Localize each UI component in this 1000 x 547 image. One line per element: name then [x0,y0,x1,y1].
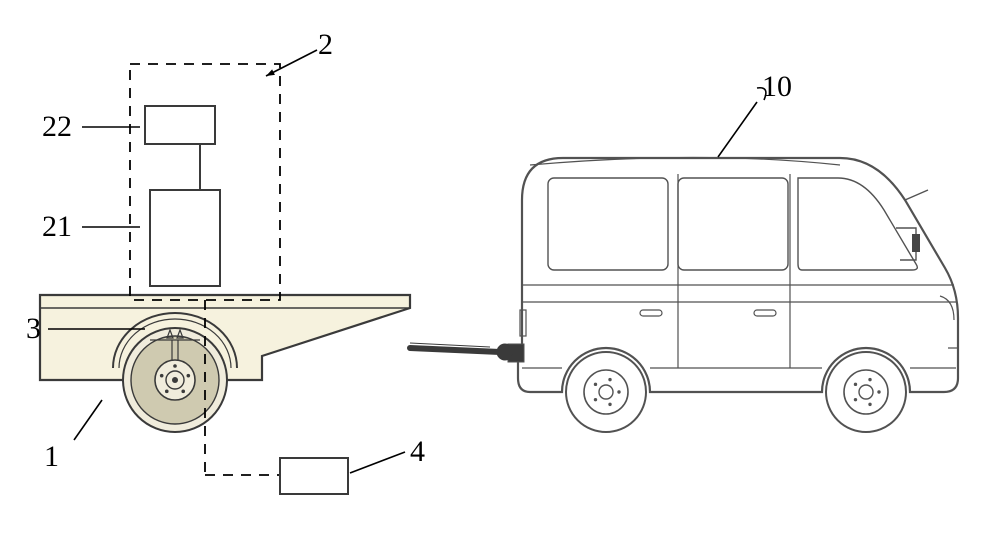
block-22 [145,106,215,144]
block-21 [150,190,220,286]
ref-label-22: 22 [42,110,72,144]
ref-label-21: 21 [42,210,72,244]
trailer [40,106,513,432]
block-4 [280,458,348,494]
side-mirror [912,234,920,252]
van [508,158,958,433]
ref-label-1: 1 [44,440,59,474]
ref-label-2: 2 [318,28,333,62]
ref-label-3: 3 [26,312,41,346]
ref-label-10: 10 [762,70,792,104]
ref-label-4: 4 [410,435,425,469]
